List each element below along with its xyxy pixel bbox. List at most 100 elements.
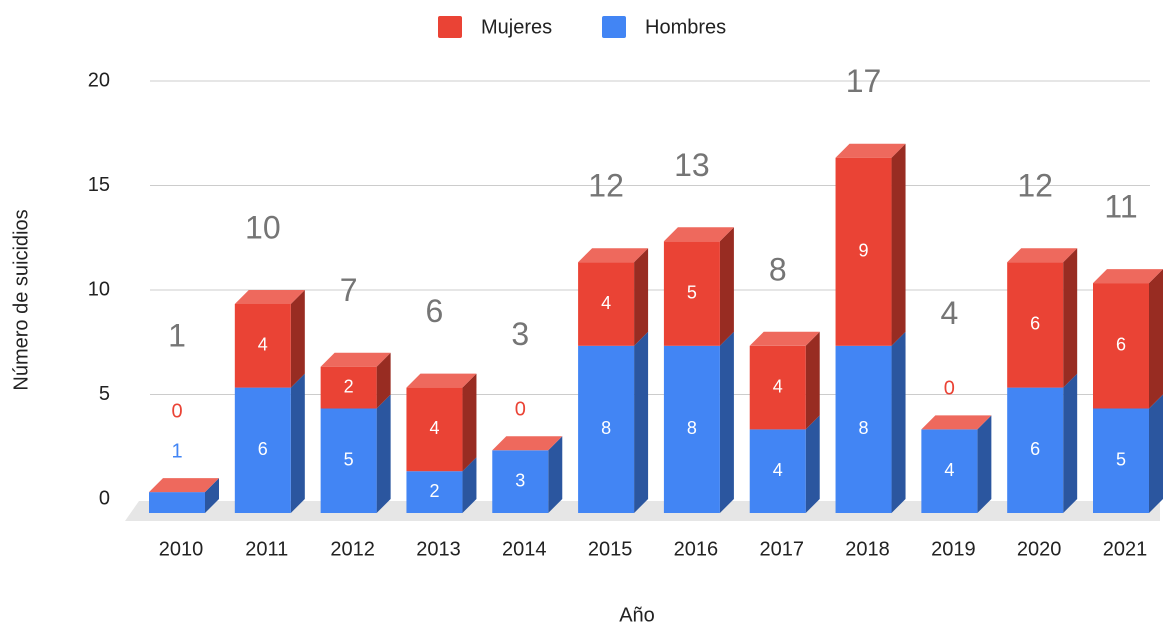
value-label: 6 [258, 439, 268, 459]
bar-side [462, 373, 477, 472]
x-tick-label: 2018 [845, 538, 890, 560]
value-label: 0 [171, 400, 182, 422]
bar-top [835, 143, 906, 158]
value-label: 4 [773, 376, 783, 396]
bar [149, 492, 205, 513]
bar-side [205, 478, 219, 513]
bar-side [1063, 373, 1078, 513]
bar-side [805, 331, 820, 430]
y-tick-label: 15 [88, 174, 110, 196]
bar [320, 366, 377, 409]
total-label: 8 [769, 251, 787, 287]
bar [578, 262, 635, 346]
value-label: 5 [687, 282, 697, 302]
bar-side [1149, 394, 1163, 513]
total-label: 1 [168, 318, 186, 354]
bar-side [462, 457, 477, 513]
bar [406, 471, 463, 513]
bar [835, 157, 892, 346]
bar-side [1149, 269, 1163, 409]
value-label: 6 [1030, 439, 1040, 459]
y-axis-label: Número de suicidios [10, 209, 32, 390]
y-tick-label: 10 [88, 278, 110, 300]
x-tick-label: 2010 [159, 538, 204, 560]
value-label: 5 [344, 450, 354, 470]
value-label: 6 [1030, 314, 1040, 334]
total-label: 13 [674, 147, 710, 183]
value-label: 0 [944, 378, 955, 400]
bar-side [891, 143, 906, 346]
x-tick-label: 2019 [931, 538, 976, 560]
total-label: 12 [1017, 168, 1053, 204]
bar-top [921, 415, 992, 430]
value-label: 0 [515, 399, 526, 421]
bar [1093, 283, 1149, 409]
legend-label: Hombres [645, 16, 726, 38]
total-label: 7 [340, 272, 358, 308]
bar-top [749, 331, 820, 346]
legend-label: Mujeres [481, 16, 552, 38]
value-label: 4 [944, 460, 954, 480]
bar [835, 345, 892, 513]
bar-top [663, 227, 734, 242]
legend-swatch [602, 16, 626, 38]
value-label: 9 [859, 241, 869, 261]
x-tick-label: 2014 [502, 538, 547, 560]
bar [320, 408, 377, 513]
total-label: 10 [245, 209, 281, 245]
y-tick-label: 20 [88, 69, 110, 91]
bar-side [290, 290, 305, 388]
bar [663, 241, 720, 346]
bar-top [1007, 248, 1078, 263]
bar-side [634, 248, 649, 346]
legend-swatch [438, 16, 462, 38]
bar [1093, 408, 1149, 513]
x-axis-label: Año [619, 604, 655, 626]
x-tick-label: 2015 [588, 538, 633, 560]
bar [749, 429, 806, 513]
bar-side [891, 331, 906, 513]
bar [234, 387, 291, 513]
bar [578, 345, 635, 513]
bar-top [149, 478, 219, 493]
total-label: 11 [1104, 189, 1137, 225]
total-label: 4 [940, 295, 958, 331]
y-tick-label: 5 [99, 383, 110, 405]
value-label: 8 [859, 418, 869, 438]
bar [234, 304, 291, 388]
bar [921, 429, 978, 513]
value-label: 5 [1116, 450, 1126, 470]
bar [663, 345, 720, 513]
x-tick-label: 2020 [1017, 538, 1062, 560]
total-label: 3 [511, 316, 529, 352]
x-tick-label: 2013 [416, 538, 461, 560]
bar-side [290, 373, 305, 513]
value-label: 6 [1116, 335, 1126, 355]
floor [125, 501, 1160, 521]
bar-side [977, 415, 992, 513]
bar-side [376, 352, 391, 409]
x-tick-label: 2021 [1103, 538, 1148, 560]
value-label: 2 [344, 376, 354, 396]
value-label: 8 [687, 418, 697, 438]
value-label: 4 [429, 418, 439, 438]
value-label: 3 [515, 470, 525, 490]
bar-top [406, 373, 477, 388]
value-label: 8 [601, 418, 611, 438]
bar [492, 450, 549, 513]
bar-top [578, 248, 649, 263]
y-tick-label: 0 [99, 487, 110, 509]
bar-side [548, 436, 563, 513]
bar [749, 345, 806, 430]
x-tick-label: 2012 [330, 538, 375, 560]
bar-side [719, 331, 734, 513]
bar [406, 387, 463, 472]
value-label: 1 [171, 440, 182, 462]
bar-top [1093, 269, 1163, 284]
bar-top [492, 436, 563, 451]
x-tick-label: 2017 [759, 538, 804, 560]
bar-top [234, 290, 305, 304]
bar-top [320, 352, 391, 367]
bar [1007, 262, 1064, 388]
